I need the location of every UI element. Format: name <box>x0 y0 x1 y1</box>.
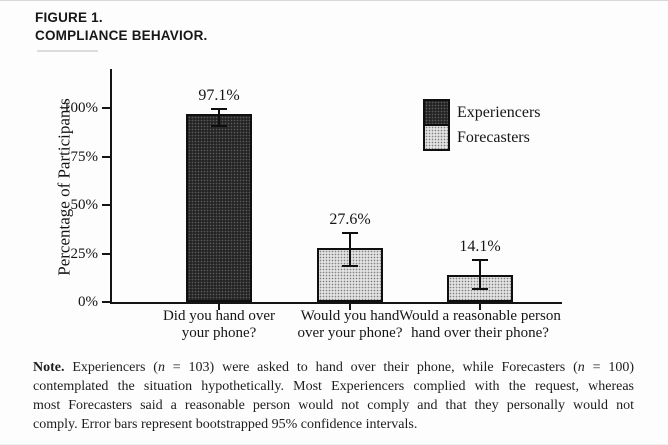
error-bar-cap-top <box>472 259 488 262</box>
note-line-1: Note. Experiencers (n = 103) were asked … <box>33 358 634 377</box>
category-label: Would you hand over your phone? <box>254 308 446 341</box>
note-segment: Experiencers ( <box>64 360 158 375</box>
error-bar-cap-bottom <box>342 265 358 268</box>
x-axis-tick <box>479 304 481 310</box>
plot-area: 0% 25% 50% 75% 100% 97.1% Did you hand over you… <box>63 69 562 341</box>
y-axis-tick-label: 50% <box>70 197 99 213</box>
note-line-2: contemplated the situation hypotheticall… <box>33 379 634 394</box>
legend-item-forecasters: Forecasters <box>423 124 541 151</box>
category-label-line: Would a reasonable person <box>399 308 561 324</box>
divider-artifact <box>37 50 98 52</box>
note-line-3: most Forecasters said a reasonable perso… <box>33 398 634 413</box>
x-axis-line <box>110 302 562 304</box>
y-axis-line <box>110 69 112 304</box>
legend-item-experiencers: Experiencers <box>423 99 541 126</box>
error-bar-cap-top <box>211 107 227 110</box>
error-bar-cap-bottom <box>472 287 488 290</box>
x-axis-tick <box>349 304 351 310</box>
figure-note: Note. Experiencers (n = 103) were asked … <box>33 358 634 434</box>
error-bar-line <box>349 232 351 267</box>
note-segment: n <box>577 360 585 375</box>
y-axis-tick <box>102 301 110 303</box>
error-bar-cap-top <box>342 231 358 234</box>
legend: Experiencers Forecasters <box>423 99 541 151</box>
bar-2 <box>317 248 383 302</box>
figure-label: FIGURE 1. <box>35 10 103 25</box>
bar-value-label: 14.1% <box>459 238 501 256</box>
note-segment: n <box>157 360 165 375</box>
note-segment: = 103) were asked to hand over their pho… <box>164 360 578 375</box>
y-axis-tick <box>102 155 110 158</box>
x-axis-tick <box>218 304 220 310</box>
note-line-4: comply. Error bars represent bootstrappe… <box>33 417 418 432</box>
y-axis-tick-label: 25% <box>70 245 99 262</box>
legend-swatch-dark <box>423 99 450 126</box>
y-axis-tick-label: 100% <box>63 100 98 116</box>
error-bar-line <box>479 260 481 289</box>
y-axis-tick <box>102 252 110 255</box>
figure-heading: FIGURE 1. COMPLIANCE BEHAVIOR. <box>35 9 208 45</box>
y-axis-tick <box>102 107 110 109</box>
category-label: Did you hand over your phone? <box>123 308 315 341</box>
category-label-line: Would you hand <box>300 308 400 324</box>
note-segment: Note. <box>33 360 65 375</box>
category-label-line: Did you hand over <box>162 308 276 324</box>
bar-1 <box>186 113 252 302</box>
error-bar-line <box>218 108 220 127</box>
note-segment: = 100) <box>584 360 635 375</box>
legend-swatch-light <box>423 124 450 151</box>
y-axis-tick-label: 0% <box>78 294 98 310</box>
legend-label: Forecasters <box>457 128 530 146</box>
figure-title: COMPLIANCE BEHAVIOR. <box>35 28 208 43</box>
error-bar-cap-bottom <box>211 125 227 128</box>
category-label-line: over your phone? <box>297 324 403 341</box>
y-axis-tick <box>102 204 110 206</box>
y-axis-tick-label: 75% <box>70 148 99 165</box>
legend-label: Experiencers <box>457 103 541 121</box>
category-label-line: your phone? <box>181 324 257 341</box>
category-label: Would a reasonable person hand over their… <box>384 308 576 341</box>
bar-value-label: 97.1% <box>198 86 240 104</box>
category-label-line: hand over their phone? <box>411 324 549 341</box>
bar-value-label: 27.6% <box>329 210 371 228</box>
